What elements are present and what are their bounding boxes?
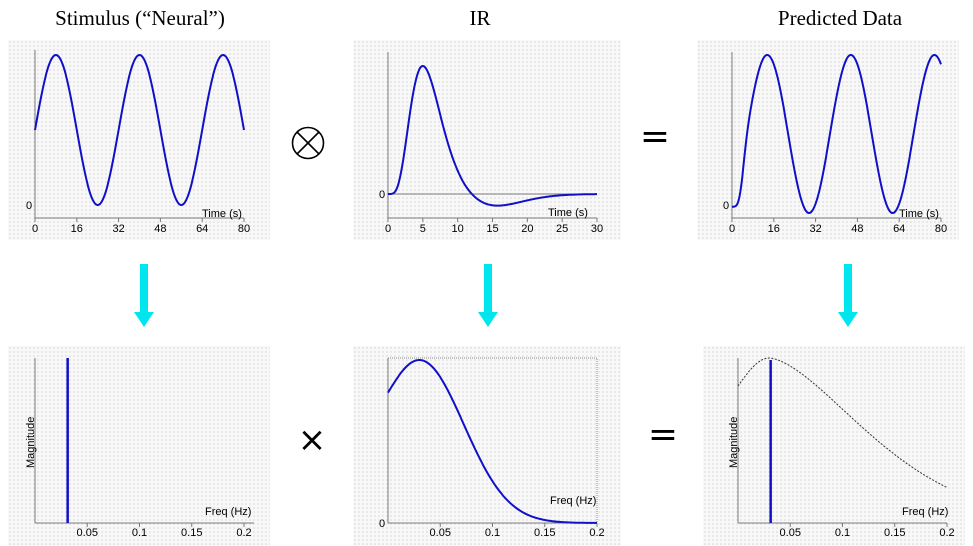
down-arrow-stimulus-icon [134,264,154,327]
x-tick-label: 0.15 [534,527,555,539]
x-axis-label: Freq (Hz) [550,495,596,507]
y-zero-label: 0 [379,189,385,201]
x-tick-label: 0.2 [939,527,954,539]
x-tick-label: 32 [112,223,124,235]
x-axis-label: Time (s) [548,207,588,219]
multiply-operator: × [297,420,327,460]
x-tick-label: 0.2 [589,527,604,539]
y-zero-label: 0 [26,200,32,212]
x-tick-label: 32 [809,223,821,235]
x-tick-label: 80 [935,223,947,235]
predicted-time-svg: 0 16 32 48 64 80 0 Time (s) [723,52,947,235]
equals-operator-top: = [639,116,671,157]
y-axis-label: Magnitude [728,417,740,468]
ir-time-svg: 0 5 10 15 20 25 30 0 Time (s) [379,52,603,235]
x-tick-label: 0 [729,223,735,235]
hrf-curve [388,64,597,207]
x-tick-label: 0.15 [884,527,905,539]
x-tick-label: 80 [238,223,250,235]
x-tick-label: 64 [196,223,208,235]
down-arrow-predicted-icon [838,264,858,327]
stimulus-sine-curve [34,53,245,207]
x-tick-label: 48 [851,223,863,235]
x-tick-label: 0.15 [181,527,202,539]
x-tick-label: 16 [71,223,83,235]
x-tick-label: 0.1 [132,527,147,539]
ir-time-plot: 0 5 10 15 20 25 30 0 Time (s) [353,40,621,240]
x-tick-label: 0 [32,223,38,235]
y-zero-label: 0 [379,518,385,530]
ir-freq-plot: 0 Freq (Hz) 0.05 0.1 0.15 0.2 [353,346,621,546]
x-tick-label: 15 [486,223,498,235]
convolution-operator-icon [291,126,325,160]
ir-heading: IR [469,6,491,30]
x-tick-label: 5 [420,223,426,235]
x-tick-label: 30 [591,223,603,235]
predicted-curve [732,54,942,214]
x-tick-label: 0.1 [835,527,850,539]
x-axis-label: Freq (Hz) [902,506,948,518]
stimulus-freq-plot: Magnitude Freq (Hz) 0.05 0.1 0.15 0.2 [8,346,270,546]
down-arrow-ir-icon [478,264,498,327]
stimulus-time-svg: 0 16 32 48 64 80 0 Time (s) [26,50,250,235]
x-tick-label: 16 [768,223,780,235]
x-axis-label: Time (s) [899,208,939,220]
y-zero-label: 0 [723,200,729,212]
stimulus-freq-svg: Magnitude Freq (Hz) 0.05 0.1 0.15 0.2 [25,358,254,539]
y-axis-label: Magnitude [25,417,37,468]
x-tick-label: 48 [154,223,166,235]
predicted-freq-plot: Magnitude Freq (Hz) 0.05 0.1 0.15 0.2 [703,346,965,546]
equals-operator-bottom: = [647,414,679,455]
x-tick-label: 0.2 [236,527,251,539]
predicted-time-plot: 0 16 32 48 64 80 0 Time (s) [697,40,959,240]
x-tick-label: 20 [521,223,533,235]
x-tick-label: 25 [556,223,568,235]
stimulus-heading: Stimulus (“Neural”) [55,6,225,30]
x-axis-label: Time (s) [202,208,242,220]
x-tick-label: 0.1 [485,527,500,539]
x-tick-label: 0.05 [430,527,451,539]
predicted-freq-svg: Magnitude Freq (Hz) 0.05 0.1 0.15 0.2 [728,357,955,539]
x-tick-label: 0 [385,223,391,235]
x-tick-label: 10 [452,223,464,235]
hrf-envelope-curve [737,357,948,488]
x-tick-label: 0.05 [780,527,801,539]
ir-freq-svg: 0 Freq (Hz) 0.05 0.1 0.15 0.2 [379,357,605,539]
predicted-heading: Predicted Data [777,6,903,30]
x-tick-label: 0.05 [77,527,98,539]
x-tick-label: 64 [893,223,905,235]
x-axis-label: Freq (Hz) [205,506,251,518]
stimulus-time-plot: 0 16 32 48 64 80 0 Time (s) [8,40,270,240]
hrf-spectrum-curve [387,359,597,524]
